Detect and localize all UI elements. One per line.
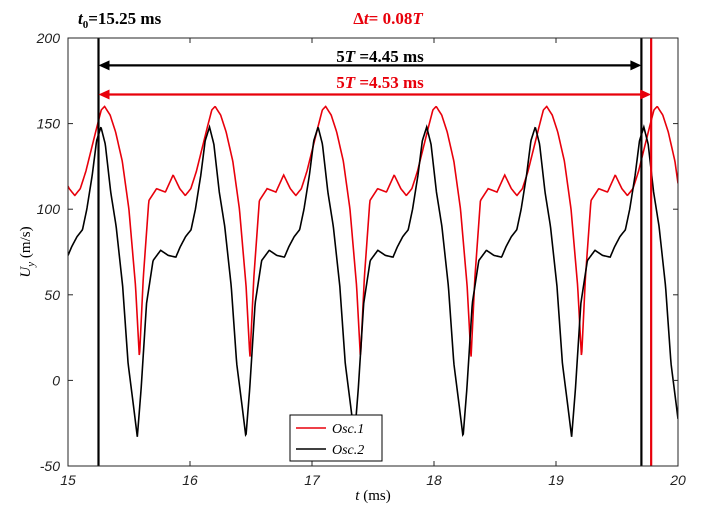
t0-var: t (78, 9, 84, 28)
period-arrow-head-right (640, 89, 652, 100)
x-tick-label: 17 (304, 472, 321, 488)
delta-symbol: Δ (353, 9, 364, 28)
x-tick-label: 20 (669, 472, 686, 488)
y-tick-label: -50 (40, 458, 60, 474)
x-axis-label: t (ms) (355, 488, 390, 504)
period-black-label: 5T =4.45 ms (336, 47, 424, 66)
delta-period: T (412, 9, 423, 28)
period-red-factor: 5 (336, 73, 345, 92)
t0-value: =15.25 ms (88, 9, 161, 28)
period-red-label: 5T =4.53 ms (336, 73, 424, 92)
x-tick-label: 15 (60, 472, 76, 488)
period-black-value: =4.45 ms (355, 47, 424, 66)
period-arrow-head-left (98, 60, 110, 71)
series-line-2 (68, 124, 678, 437)
period-arrow-head-left (98, 89, 110, 100)
y-axis-label: Uy (m/s) (18, 226, 37, 277)
period-red-T: T (345, 73, 356, 92)
x-axis-var: t (355, 488, 360, 504)
x-tick-label: 19 (548, 472, 564, 488)
period-arrow-2 (98, 89, 652, 100)
y-axis-sub: y (25, 262, 37, 268)
y-tick-label: 0 (52, 372, 60, 388)
t0-annotation: t0=15.25 ms (78, 9, 162, 31)
y-tick-label: 200 (36, 30, 61, 46)
period-red-value: =4.53 ms (355, 73, 424, 92)
legend-label-osc1: Osc.1 (332, 422, 364, 437)
y-axis-var: U (18, 266, 34, 278)
y-tick-label: 150 (37, 116, 61, 132)
delta-var: t (364, 9, 370, 28)
period-arrow-head-right (630, 60, 642, 71)
legend-box (289, 414, 383, 462)
x-axis-unit: (ms) (359, 488, 390, 504)
x-tick-label: 18 (426, 472, 442, 488)
plot-frame (67, 37, 679, 467)
legend-label-osc2: Osc.2 (332, 443, 364, 458)
y-tick-label: 100 (37, 201, 61, 217)
x-tick-label: 16 (182, 472, 198, 488)
series-line-1 (68, 105, 678, 357)
period-black-T: T (345, 47, 356, 66)
delta-t-annotation: Δt= 0.08T (353, 9, 423, 28)
y-tick-label: 50 (44, 287, 60, 303)
y-axis-unit: (m/s) (18, 226, 34, 261)
delta-value: = 0.08 (369, 9, 413, 28)
t0-sub: 0 (83, 19, 89, 31)
period-black-factor: 5 (336, 47, 345, 66)
legend: Osc.1 Osc.2 (289, 414, 383, 462)
period-arrow-1 (98, 60, 642, 71)
